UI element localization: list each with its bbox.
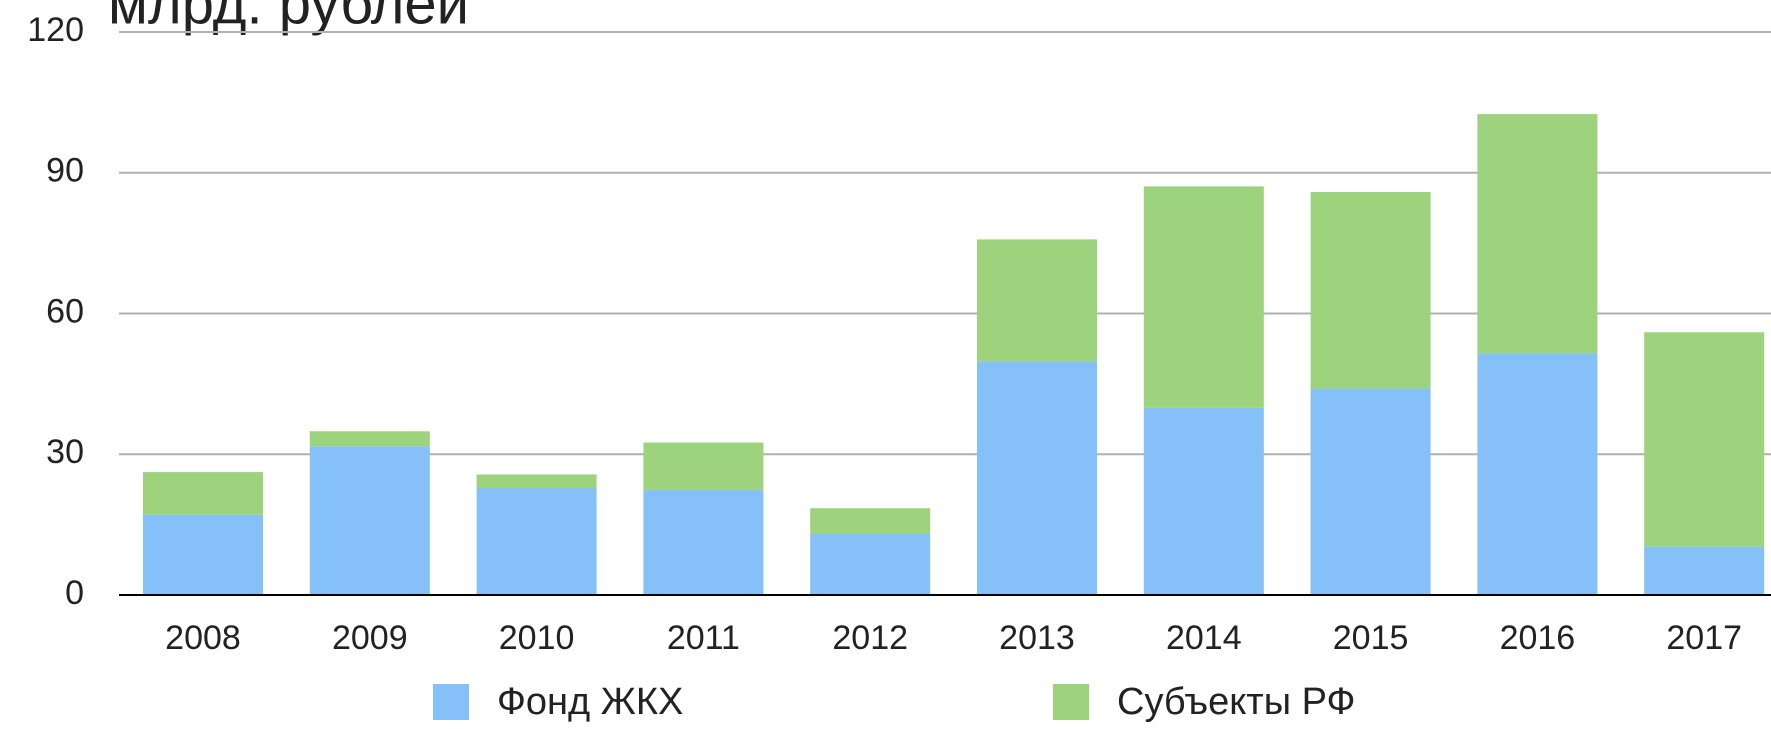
legend-label: Субъекты РФ — [1117, 681, 1355, 723]
y-tick-label: 0 — [65, 574, 84, 612]
bar-segment — [1143, 407, 1264, 595]
bar-segment — [309, 431, 430, 447]
bar-segment — [476, 474, 597, 489]
bar-segment — [1477, 353, 1598, 595]
bar-segment — [1644, 332, 1765, 547]
x-tick-label: 2014 — [1166, 619, 1242, 657]
legend-label: Фонд ЖКХ — [497, 681, 683, 723]
bar-segment — [643, 442, 764, 490]
bar-segment — [810, 534, 931, 595]
bar-segment — [476, 488, 597, 595]
bar-segment — [1477, 114, 1598, 354]
bar-segment — [1143, 186, 1264, 408]
y-tick-label: 120 — [27, 11, 84, 49]
y-tick-label: 60 — [46, 292, 84, 330]
bar-segment — [1644, 546, 1765, 595]
legend-swatch — [1053, 684, 1089, 720]
x-tick-label: 2013 — [999, 619, 1075, 657]
x-tick-label: 2011 — [667, 619, 740, 657]
x-tick-label: 2015 — [1333, 619, 1409, 657]
x-tick-label: 2008 — [165, 619, 241, 657]
bar-segment — [143, 472, 263, 515]
bar-segment — [643, 489, 764, 595]
legend-swatch — [433, 684, 469, 720]
bar-segment — [977, 361, 1097, 595]
y-tick-label: 90 — [46, 152, 84, 190]
bar-segment — [309, 446, 430, 595]
x-tick-label: 2010 — [499, 619, 575, 657]
bar-segment — [977, 239, 1097, 362]
bar-segment — [1310, 191, 1431, 389]
x-tick-label: 2017 — [1666, 619, 1742, 657]
y-tick-label: 30 — [46, 433, 84, 471]
bar-segment — [1310, 388, 1431, 595]
x-tick-label: 2009 — [332, 619, 408, 657]
bar-segment — [143, 514, 263, 595]
x-tick-label: 2016 — [1500, 619, 1576, 657]
bar-segment — [810, 508, 931, 535]
x-tick-label: 2012 — [832, 619, 908, 657]
chart-title: млрд. рублей — [108, 0, 469, 36]
